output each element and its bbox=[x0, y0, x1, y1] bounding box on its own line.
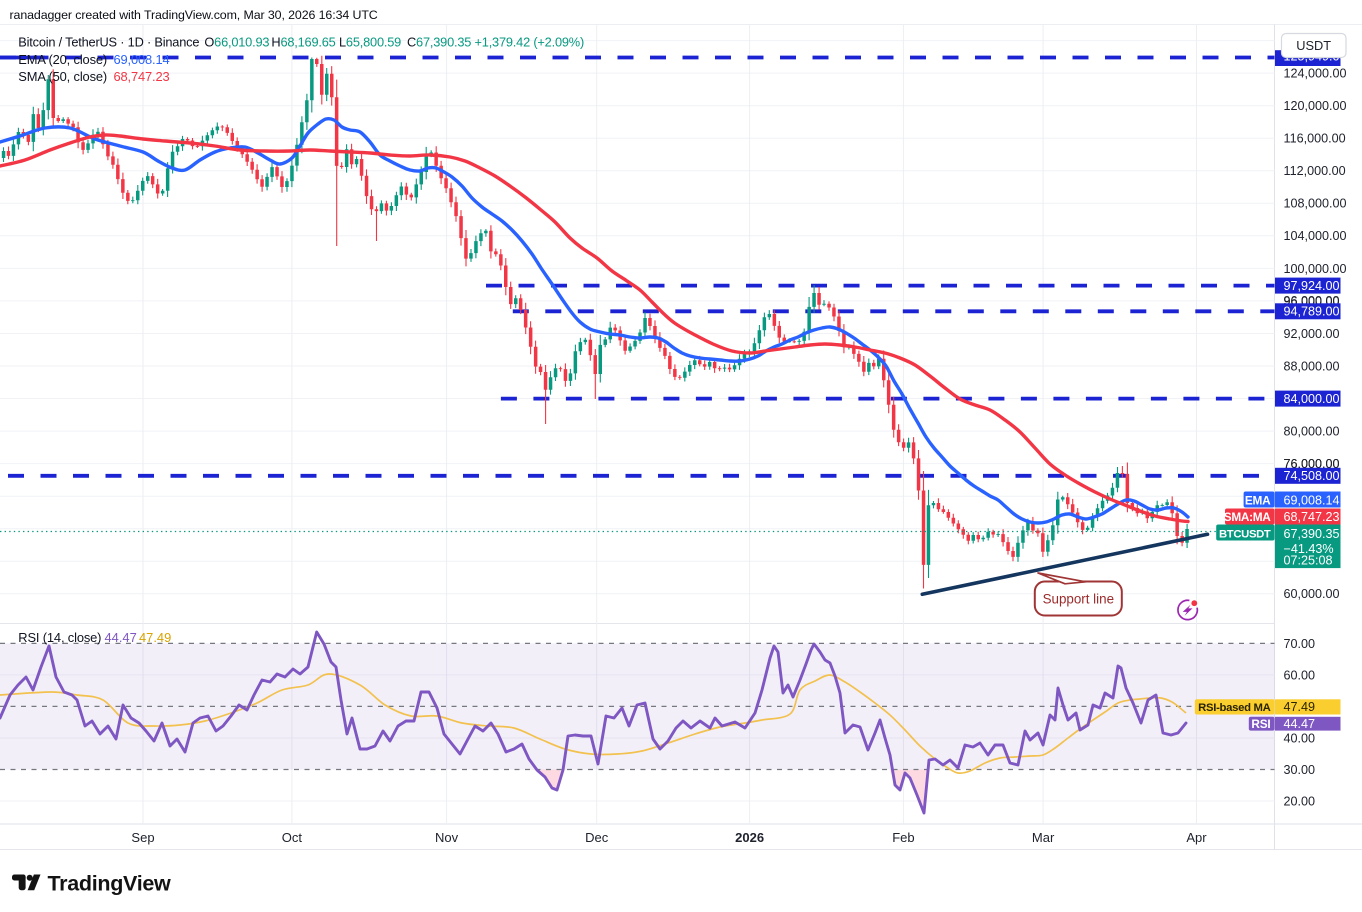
svg-text:116,000.00: 116,000.00 bbox=[1284, 132, 1346, 146]
svg-text:112,000.00: 112,000.00 bbox=[1284, 164, 1346, 178]
svg-text:84,000.00: 84,000.00 bbox=[1284, 392, 1340, 406]
svg-text:07:25:08: 07:25:08 bbox=[1284, 553, 1333, 567]
svg-text:69,008.14: 69,008.14 bbox=[1284, 494, 1340, 508]
svg-text:SMA:MA: SMA:MA bbox=[1224, 510, 1271, 524]
svg-text:Sep: Sep bbox=[131, 830, 154, 845]
svg-text:2026: 2026 bbox=[735, 830, 764, 845]
svg-text:97,924.00: 97,924.00 bbox=[1284, 279, 1340, 293]
svg-text:47.49: 47.49 bbox=[139, 630, 171, 645]
svg-text:120,000.00: 120,000.00 bbox=[1284, 99, 1347, 113]
svg-text:100,000.00: 100,000.00 bbox=[1284, 262, 1347, 276]
svg-text:O66,010.93: O66,010.93 bbox=[204, 35, 269, 50]
svg-text:−41.43%: −41.43% bbox=[1284, 542, 1334, 556]
svg-text:Mar: Mar bbox=[1032, 830, 1055, 845]
svg-text:H68,169.65: H68,169.65 bbox=[271, 35, 335, 50]
svg-text:80,000.00: 80,000.00 bbox=[1284, 425, 1340, 439]
svg-text:108,000.00: 108,000.00 bbox=[1284, 197, 1347, 211]
svg-text:30.00: 30.00 bbox=[1284, 763, 1316, 777]
svg-text:20.00: 20.00 bbox=[1284, 794, 1316, 808]
svg-text:60,000.00: 60,000.00 bbox=[1284, 587, 1340, 601]
svg-text:C67,390.35: C67,390.35 bbox=[407, 35, 471, 50]
svg-text:Apr: Apr bbox=[1186, 830, 1207, 845]
svg-text:RSI (14, close): RSI (14, close) bbox=[18, 630, 101, 645]
svg-text:104,000.00: 104,000.00 bbox=[1284, 229, 1347, 243]
svg-text:60.00: 60.00 bbox=[1284, 668, 1316, 682]
svg-text:Feb: Feb bbox=[892, 830, 914, 845]
svg-text:94,789.00: 94,789.00 bbox=[1284, 305, 1340, 319]
svg-text:+1,379.42 (+2.09%): +1,379.42 (+2.09%) bbox=[475, 35, 585, 50]
svg-text:68,747.23: 68,747.23 bbox=[1284, 510, 1340, 524]
svg-text:Oct: Oct bbox=[282, 830, 303, 845]
svg-text:40.00: 40.00 bbox=[1284, 731, 1316, 745]
svg-text:Bitcoin / TetherUS · 1D · Bina: Bitcoin / TetherUS · 1D · Binance bbox=[18, 35, 199, 50]
svg-text:EMA: EMA bbox=[1245, 493, 1271, 507]
svg-text:Nov: Nov bbox=[435, 830, 459, 845]
svg-text:Support line: Support line bbox=[1043, 591, 1114, 606]
svg-text:70.00: 70.00 bbox=[1284, 637, 1316, 651]
svg-text:Dec: Dec bbox=[585, 830, 609, 845]
svg-text:88,000.00: 88,000.00 bbox=[1284, 359, 1340, 373]
svg-text:44.47: 44.47 bbox=[105, 630, 137, 645]
svg-text:76,000.00: 76,000.00 bbox=[1284, 457, 1340, 471]
svg-text:76,000.00: 76,000.00 bbox=[1284, 457, 1340, 471]
svg-text:92,000.00: 92,000.00 bbox=[1284, 327, 1340, 341]
svg-text:L65,800.59: L65,800.59 bbox=[339, 35, 401, 50]
svg-text:68,747.23: 68,747.23 bbox=[114, 69, 170, 84]
svg-text:74,508.00: 74,508.00 bbox=[1284, 469, 1340, 483]
svg-text:USDT: USDT bbox=[1296, 38, 1331, 53]
svg-text:RSI: RSI bbox=[1251, 717, 1270, 731]
svg-text:SMA (50, close): SMA (50, close) bbox=[18, 69, 107, 84]
svg-text:RSI-based MA: RSI-based MA bbox=[1198, 702, 1270, 714]
svg-text:EMA (20, close): EMA (20, close) bbox=[18, 52, 107, 67]
svg-text:124,000.00: 124,000.00 bbox=[1284, 67, 1347, 81]
svg-text:69,008.14: 69,008.14 bbox=[114, 52, 170, 67]
svg-text:ranadagger created with Tradin: ranadagger created with TradingView.com,… bbox=[10, 8, 378, 22]
svg-text:BTCUSDT: BTCUSDT bbox=[1219, 529, 1271, 541]
svg-text:44.47: 44.47 bbox=[1284, 717, 1316, 731]
svg-text:47.49: 47.49 bbox=[1284, 700, 1316, 714]
svg-text:TradingView: TradingView bbox=[48, 871, 172, 895]
svg-text:67,390.35: 67,390.35 bbox=[1284, 527, 1340, 541]
